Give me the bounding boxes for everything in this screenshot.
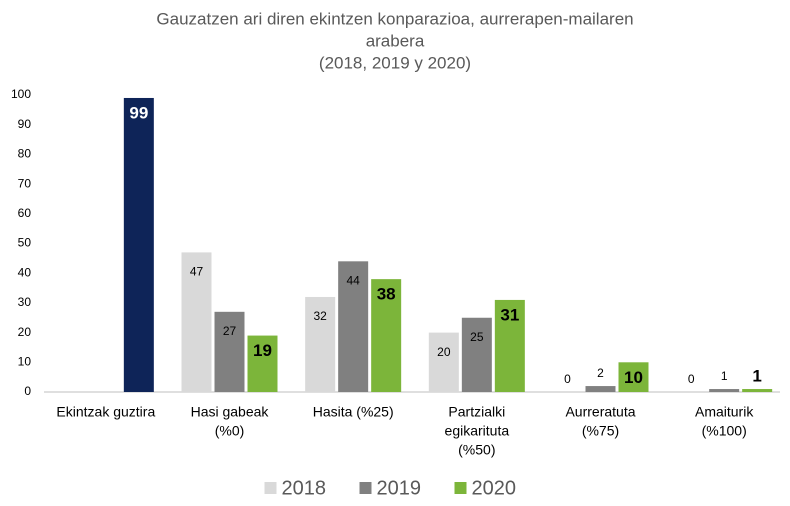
y-tick-label: 60: [18, 206, 32, 220]
bar: [742, 389, 773, 392]
x-tick-label: Ekintzak guztira: [56, 404, 155, 420]
data-label: 27: [223, 324, 237, 338]
legend-label: 2018: [282, 477, 327, 499]
data-label: 99: [129, 103, 148, 122]
data-label: 31: [500, 305, 519, 324]
y-tick-label: 10: [18, 354, 32, 368]
chart-title: arabera: [366, 31, 425, 50]
legend-swatch: [454, 482, 467, 494]
chart-title: (2018, 2019 y 2020): [319, 53, 471, 72]
y-tick-label: 100: [11, 87, 31, 101]
data-label: 38: [377, 285, 396, 304]
y-tick-label: 40: [18, 265, 32, 279]
x-tick-label: Aurreratuta: [565, 404, 635, 420]
data-label: 10: [624, 368, 643, 387]
x-tick-label: (%100): [702, 423, 747, 439]
x-tick-label: Hasita (%25): [313, 404, 394, 420]
x-tick-label: (%50): [458, 442, 495, 458]
bar: [214, 311, 245, 392]
bar: [585, 386, 616, 392]
data-label: 44: [346, 273, 360, 287]
chart-title: Gauzatzen ari diren ekintzen konparazioa…: [156, 9, 633, 28]
legend-swatch: [264, 482, 277, 494]
data-label: 19: [253, 341, 272, 360]
bar: [618, 362, 649, 392]
x-tick-label: Hasi gabeak: [191, 404, 270, 420]
y-tick-label: 20: [18, 325, 32, 339]
x-tick-label: Partzialki: [448, 404, 505, 420]
bar: [181, 252, 212, 392]
y-tick-label: 90: [18, 117, 32, 131]
x-tick-label: (%75): [582, 423, 619, 439]
bar: [305, 296, 336, 392]
bar: [461, 317, 492, 392]
legend-label: 2020: [472, 477, 517, 499]
bar: [494, 299, 525, 392]
data-label: 25: [470, 330, 484, 344]
y-tick-label: 30: [18, 295, 32, 309]
bar: [123, 97, 154, 392]
data-label: 32: [313, 309, 327, 323]
data-label: 1: [721, 369, 728, 383]
data-label: 0: [688, 372, 695, 386]
bar: [371, 279, 402, 392]
bar: [709, 389, 740, 392]
data-label: 47: [190, 265, 204, 279]
y-tick-label: 70: [18, 176, 32, 190]
legend-label: 2019: [377, 477, 422, 499]
y-tick-label: 80: [18, 147, 32, 161]
data-label: 0: [564, 372, 571, 386]
y-tick-label: 50: [18, 236, 32, 250]
data-label: 1: [752, 367, 761, 386]
x-tick-label: (%0): [215, 423, 245, 439]
bar: [338, 261, 369, 392]
legend-swatch: [359, 482, 372, 494]
y-tick-label: 0: [24, 384, 31, 398]
bar: [247, 335, 278, 392]
data-label: 20: [437, 345, 451, 359]
bar: [428, 332, 459, 392]
x-tick-label: egikarituta: [445, 423, 510, 439]
x-tick-label: Amaiturik: [695, 404, 754, 420]
data-label: 2: [597, 366, 604, 380]
